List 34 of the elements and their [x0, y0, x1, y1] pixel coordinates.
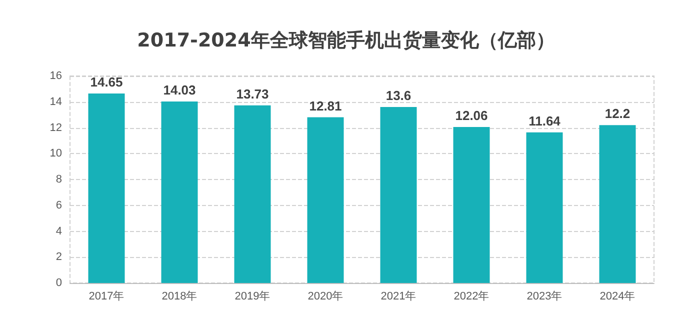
bar — [161, 101, 198, 283]
data-label: 14.03 — [163, 82, 196, 98]
data-label: 12.2 — [604, 106, 630, 122]
x-tick-label: 2021年 — [380, 290, 416, 302]
bar — [88, 93, 125, 283]
bar — [526, 132, 563, 283]
x-tick-label: 2023年 — [526, 290, 562, 302]
chart-title: 2017-2024年全球智能手机出货量变化（亿部） — [137, 30, 555, 52]
y-tick-label: 14 — [50, 96, 62, 108]
bar — [599, 125, 636, 283]
y-tick-label: 12 — [50, 122, 62, 134]
data-label: 13.73 — [236, 86, 269, 102]
y-tick-label: 4 — [56, 225, 62, 238]
y-tick-label: 2 — [56, 251, 62, 264]
data-label: 12.06 — [455, 108, 488, 123]
x-tick-label: 2020年 — [308, 290, 344, 302]
y-tick-label: 10 — [50, 148, 62, 160]
x-tick-label: 2024年 — [600, 290, 636, 302]
x-tick-label: 2018年 — [162, 290, 198, 302]
y-tick-label: 16 — [50, 70, 62, 82]
y-tick-label: 0 — [56, 277, 62, 289]
bar — [380, 107, 417, 283]
data-label: 11.64 — [528, 113, 562, 128]
bar — [453, 126, 490, 283]
x-tick-label: 2017年 — [88, 290, 124, 302]
x-tick-label: 2019年 — [234, 290, 270, 302]
bar — [307, 117, 344, 283]
x-tick-label: 2022年 — [454, 290, 490, 302]
y-tick-label: 6 — [56, 199, 62, 212]
data-label: 13.6 — [386, 88, 412, 104]
bar — [234, 105, 271, 283]
data-label: 14.65 — [90, 74, 123, 90]
y-tick-label: 8 — [56, 174, 62, 186]
data-label: 12.81 — [309, 98, 342, 114]
